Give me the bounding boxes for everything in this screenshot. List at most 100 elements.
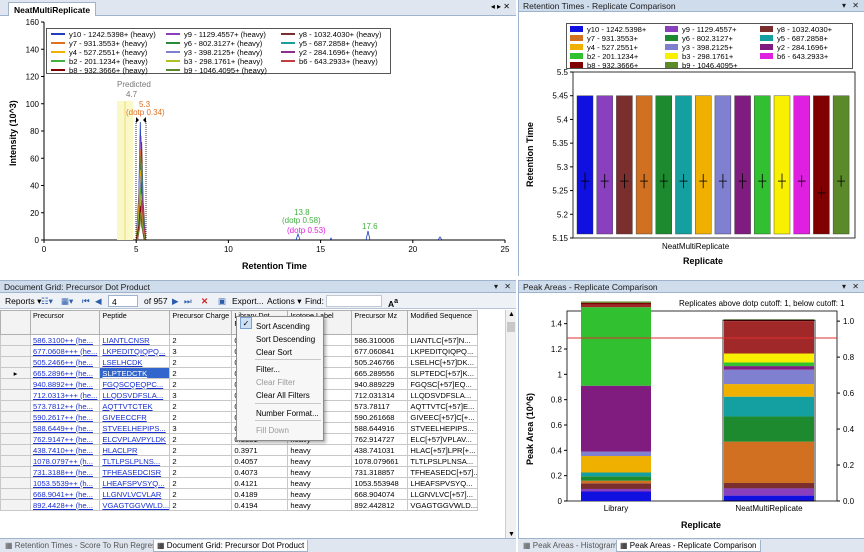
column-header[interactable]: Precursor xyxy=(29,310,101,335)
grid-cell-iso[interactable]: heavy xyxy=(287,488,353,500)
grid-cell-ldp[interactable]: 0.4057 xyxy=(231,455,289,467)
column-chooser-icon[interactable]: ☷▾ xyxy=(41,296,53,306)
delete-icon[interactable]: ✕ xyxy=(201,296,209,306)
grid-cell-iso[interactable]: heavy xyxy=(287,477,353,489)
grid-cell-precursor[interactable]: 762.9147++ (he... xyxy=(29,433,101,445)
table-row[interactable]: 505.2466++ (he...LSELHCDK20.3341505.2467… xyxy=(0,356,479,368)
grid-cell-peptide[interactable]: LLQDSVDFSLA... xyxy=(99,389,171,401)
grid-cell-ldp[interactable]: 0.4194 xyxy=(231,499,289,511)
grid-cell-mz[interactable]: 438.741031 xyxy=(351,444,409,456)
grid-cell-precursor[interactable]: 892.4428++ (he... xyxy=(29,499,101,511)
column-header[interactable]: Modified Sequence xyxy=(407,310,479,335)
grid-cell-peptide[interactable]: LLGNVLVCVLAR xyxy=(99,488,171,500)
grid-cell-precursor[interactable]: 588.6449++ (he... xyxy=(29,422,101,434)
grid-cell-mz[interactable]: 892.442812 xyxy=(351,499,409,511)
menu-item[interactable]: Number Format... xyxy=(256,409,319,418)
grid-cell-mz[interactable]: 731.318857 xyxy=(351,466,409,478)
grid-cell-ldp[interactable]: 0.4121 xyxy=(231,477,289,489)
table-row[interactable]: 438.7410++ (he... HLACLPR 2 0.3971 heavy 438.… xyxy=(0,444,479,456)
row-header[interactable] xyxy=(0,499,31,511)
grid-cell-mz[interactable]: 505.246766 xyxy=(351,356,409,368)
grid-cell-precursor[interactable]: 438.7410++ (he... xyxy=(29,444,101,456)
grid-cell-charge[interactable]: 2 xyxy=(169,400,233,412)
row-header[interactable] xyxy=(0,444,31,456)
grid-cell-mod[interactable]: LKPEDITQIQPQ... xyxy=(407,345,479,357)
grid-cell-mz[interactable]: 668.904074 xyxy=(351,488,409,500)
grid-cell-mod[interactable]: GIVEEC[+57]C[+... xyxy=(407,411,479,423)
grid-cell-charge[interactable]: 2 xyxy=(169,378,233,390)
grid-cell-iso[interactable]: heavy xyxy=(287,444,353,456)
row-header[interactable] xyxy=(0,455,31,467)
grid-cell-mz[interactable]: 1053.553948 xyxy=(351,477,409,489)
grid-cell-iso[interactable]: heavy xyxy=(287,455,353,467)
grid-cell-mod[interactable]: LHEAFSPVSYQ... xyxy=(407,477,479,489)
grid-cell-precursor[interactable]: 712.0313+++ (he... xyxy=(29,389,101,401)
table-row[interactable]: 731.3188++ (he... TFHEASEDCISR 2 0.4073 heav… xyxy=(0,466,479,478)
row-header[interactable] xyxy=(0,422,31,434)
grid-cell-peptide[interactable]: VGAGTGGVWLD... xyxy=(99,499,171,511)
grid-cell-mz[interactable]: 940.889229 xyxy=(351,378,409,390)
grid-cell-mod[interactable]: LSELHC[+57]DK... xyxy=(407,356,479,368)
grid-cell-charge[interactable]: 2 xyxy=(169,477,233,489)
grid-cell-iso[interactable]: heavy xyxy=(287,499,353,511)
grid-cell-mod[interactable]: VGAGTGGVWLD... xyxy=(407,499,479,511)
grid-cell-charge[interactable]: 2 xyxy=(169,433,233,445)
grid-cell-charge[interactable]: 2 xyxy=(169,455,233,467)
grid-cell-peptide[interactable]: LKPEDITQIQPQ... xyxy=(99,345,171,357)
grid-cell-charge[interactable]: 3 xyxy=(169,345,233,357)
grid-cell-charge[interactable]: 2 xyxy=(169,356,233,368)
grid-cell-peptide[interactable]: TLTLPSLPLNS... xyxy=(99,455,171,467)
grid-vertical-scrollbar[interactable]: ▲ ▼ xyxy=(505,310,516,538)
retention-window-controls[interactable]: ▾ ✕ xyxy=(842,1,861,10)
reports-dropdown[interactable]: Reports ▾ xyxy=(5,296,42,306)
row-header[interactable] xyxy=(0,345,31,357)
grid-cell-peptide[interactable]: GIVEECCFR xyxy=(99,411,171,423)
grid-cell-peptide[interactable]: SLPTEDCTK xyxy=(99,367,171,379)
grid-cell-peptide[interactable]: AQTTVTCTEK xyxy=(99,400,171,412)
grid-cell-charge[interactable]: 2 xyxy=(169,488,233,500)
row-header[interactable] xyxy=(0,400,31,412)
find-input[interactable] xyxy=(326,295,382,307)
grid-cell-peptide[interactable]: TFHEASEDCISR xyxy=(99,466,171,478)
grid-window-controls[interactable]: ▾ ✕ xyxy=(494,282,513,291)
retention-chart[interactable]: 5.15 5.2 5.25 5.3 5.35 5.4 5.45 5.5 NeatMultiRe… xyxy=(519,12,864,276)
grid-cell-mz[interactable]: 665.289556 xyxy=(351,367,409,379)
row-header[interactable] xyxy=(0,466,31,478)
font-size-icon[interactable]: Aa xyxy=(388,297,399,309)
grid-cell-mod[interactable]: ELC[+57]VPLAV... xyxy=(407,433,479,445)
grid-cell-charge[interactable]: 2 xyxy=(169,499,233,511)
tab-peak-areas-replicate[interactable]: ▦ Peak Areas - Replicate Comparison xyxy=(616,540,761,552)
grid-cell-iso[interactable]: heavy xyxy=(287,466,353,478)
row-header[interactable] xyxy=(0,389,31,401)
table-row[interactable]: 668.9041++ (he... LLGNVLVCVLAR 2 0.4189 heav… xyxy=(0,488,479,500)
grid-cell-precursor[interactable]: 940.8892++ (he... xyxy=(29,378,101,390)
grid-cell-charge[interactable]: 2 xyxy=(169,411,233,423)
grid-cell-mod[interactable]: TFHEASEDC[+57]... xyxy=(407,466,479,478)
row-header[interactable] xyxy=(0,433,31,445)
grid-cell-peptide[interactable]: ELCVPLAVPYLDK xyxy=(99,433,171,445)
grid-cell-mod[interactable]: AQTTVTC[+57]E... xyxy=(407,400,479,412)
grid-cell-peptide[interactable]: LHEAFSPVSYQ... xyxy=(99,477,171,489)
scroll-up-icon[interactable]: ▲ xyxy=(508,311,515,318)
grid-cell-precursor[interactable]: 573.7812++ (he... xyxy=(29,400,101,412)
grid-cell-mz[interactable]: 590.261668 xyxy=(351,411,409,423)
table-row[interactable]: 892.4428++ (he... VGAGTGGVWLD... 2 0.4194 he… xyxy=(0,499,479,511)
record-position-input[interactable]: 4 xyxy=(108,295,138,307)
grid-cell-ldp[interactable]: 0.4189 xyxy=(231,488,289,500)
grid-cell-precursor[interactable]: 668.9041++ (he... xyxy=(29,488,101,500)
tab-retention-regression[interactable]: ▦ Retention Times - Score To Run Regress… xyxy=(5,541,171,550)
export-button[interactable]: Export... xyxy=(232,296,264,306)
grid-cell-mod[interactable]: FGQSC[+57]EQ... xyxy=(407,378,479,390)
grid-cell-precursor[interactable]: 731.3188++ (he... xyxy=(29,466,101,478)
grid-cell-peptide[interactable]: FGQSCQEQPC... xyxy=(99,378,171,390)
row-header[interactable] xyxy=(0,411,31,423)
grid-cell-mz[interactable]: 677.060841 xyxy=(351,345,409,357)
scroll-thumb[interactable] xyxy=(507,322,515,332)
grid-cell-charge[interactable]: 2 xyxy=(169,367,233,379)
menu-item[interactable]: Clear Sort xyxy=(256,348,293,357)
table-row[interactable]: 1053.5539++ (h... LHEAFSPVSYQ... 2 0.4121 he… xyxy=(0,477,479,489)
grid-cell-mod[interactable]: SLPTEDC[+57]K... xyxy=(407,367,479,379)
grid-cell-mod[interactable]: STVEELHEPIPS... xyxy=(407,422,479,434)
column-header[interactable]: Peptide xyxy=(99,310,171,335)
grid-cell-mod[interactable]: TLTLPSLPLNSA... xyxy=(407,455,479,467)
